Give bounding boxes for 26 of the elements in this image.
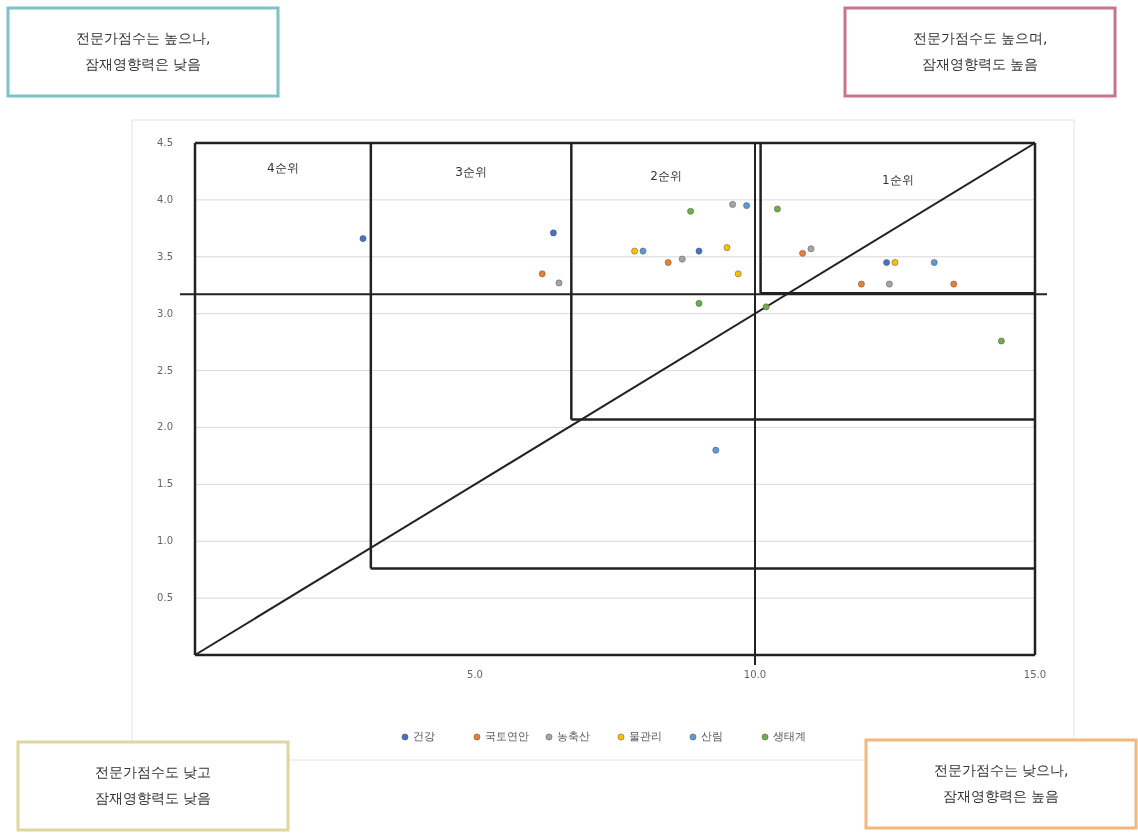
y-tick-label: 3.5	[157, 250, 173, 262]
legend-label: 국토연안	[485, 730, 529, 743]
y-tick-label: 4.5	[157, 137, 173, 148]
legend-label: 건강	[413, 730, 435, 743]
y-tick-label: 3.0	[157, 307, 173, 319]
y-tick-label: 1.0	[157, 535, 173, 547]
x-tick-label: 15.0	[1023, 669, 1047, 680]
text: 전문가점수도 낮고 잠재영향력도 낮음	[94, 764, 212, 806]
legend-label: 산림	[701, 730, 723, 743]
annotation: 4순위	[267, 160, 299, 175]
text: 전문가점수는 낮으나, 잠재영향력은 높음	[933, 762, 1069, 804]
x-tick-label: 5.0	[467, 669, 483, 680]
y-tick-label: 2.5	[157, 364, 173, 376]
y-tick-label: 1.5	[157, 478, 173, 490]
text: 전문가점수는 높으나, 잠재영향력은 낮음	[75, 30, 211, 72]
legend-label: 농축산	[557, 730, 590, 743]
y-tick-label: 0.5	[157, 592, 173, 604]
y-tick-label: 4.0	[157, 193, 173, 205]
y-tick-label: 2.0	[157, 421, 173, 433]
x-tick-label: 10.0	[743, 669, 767, 680]
annotation: 3순위	[455, 164, 487, 179]
annotation: 1순위	[881, 172, 914, 187]
legend-label: 생태계	[773, 730, 806, 743]
annotation: 2순위	[650, 168, 682, 183]
text: 전문가점수도 높으며, 잠재영향력도 높음	[912, 30, 1048, 72]
legend-label: 물관리	[629, 730, 662, 743]
